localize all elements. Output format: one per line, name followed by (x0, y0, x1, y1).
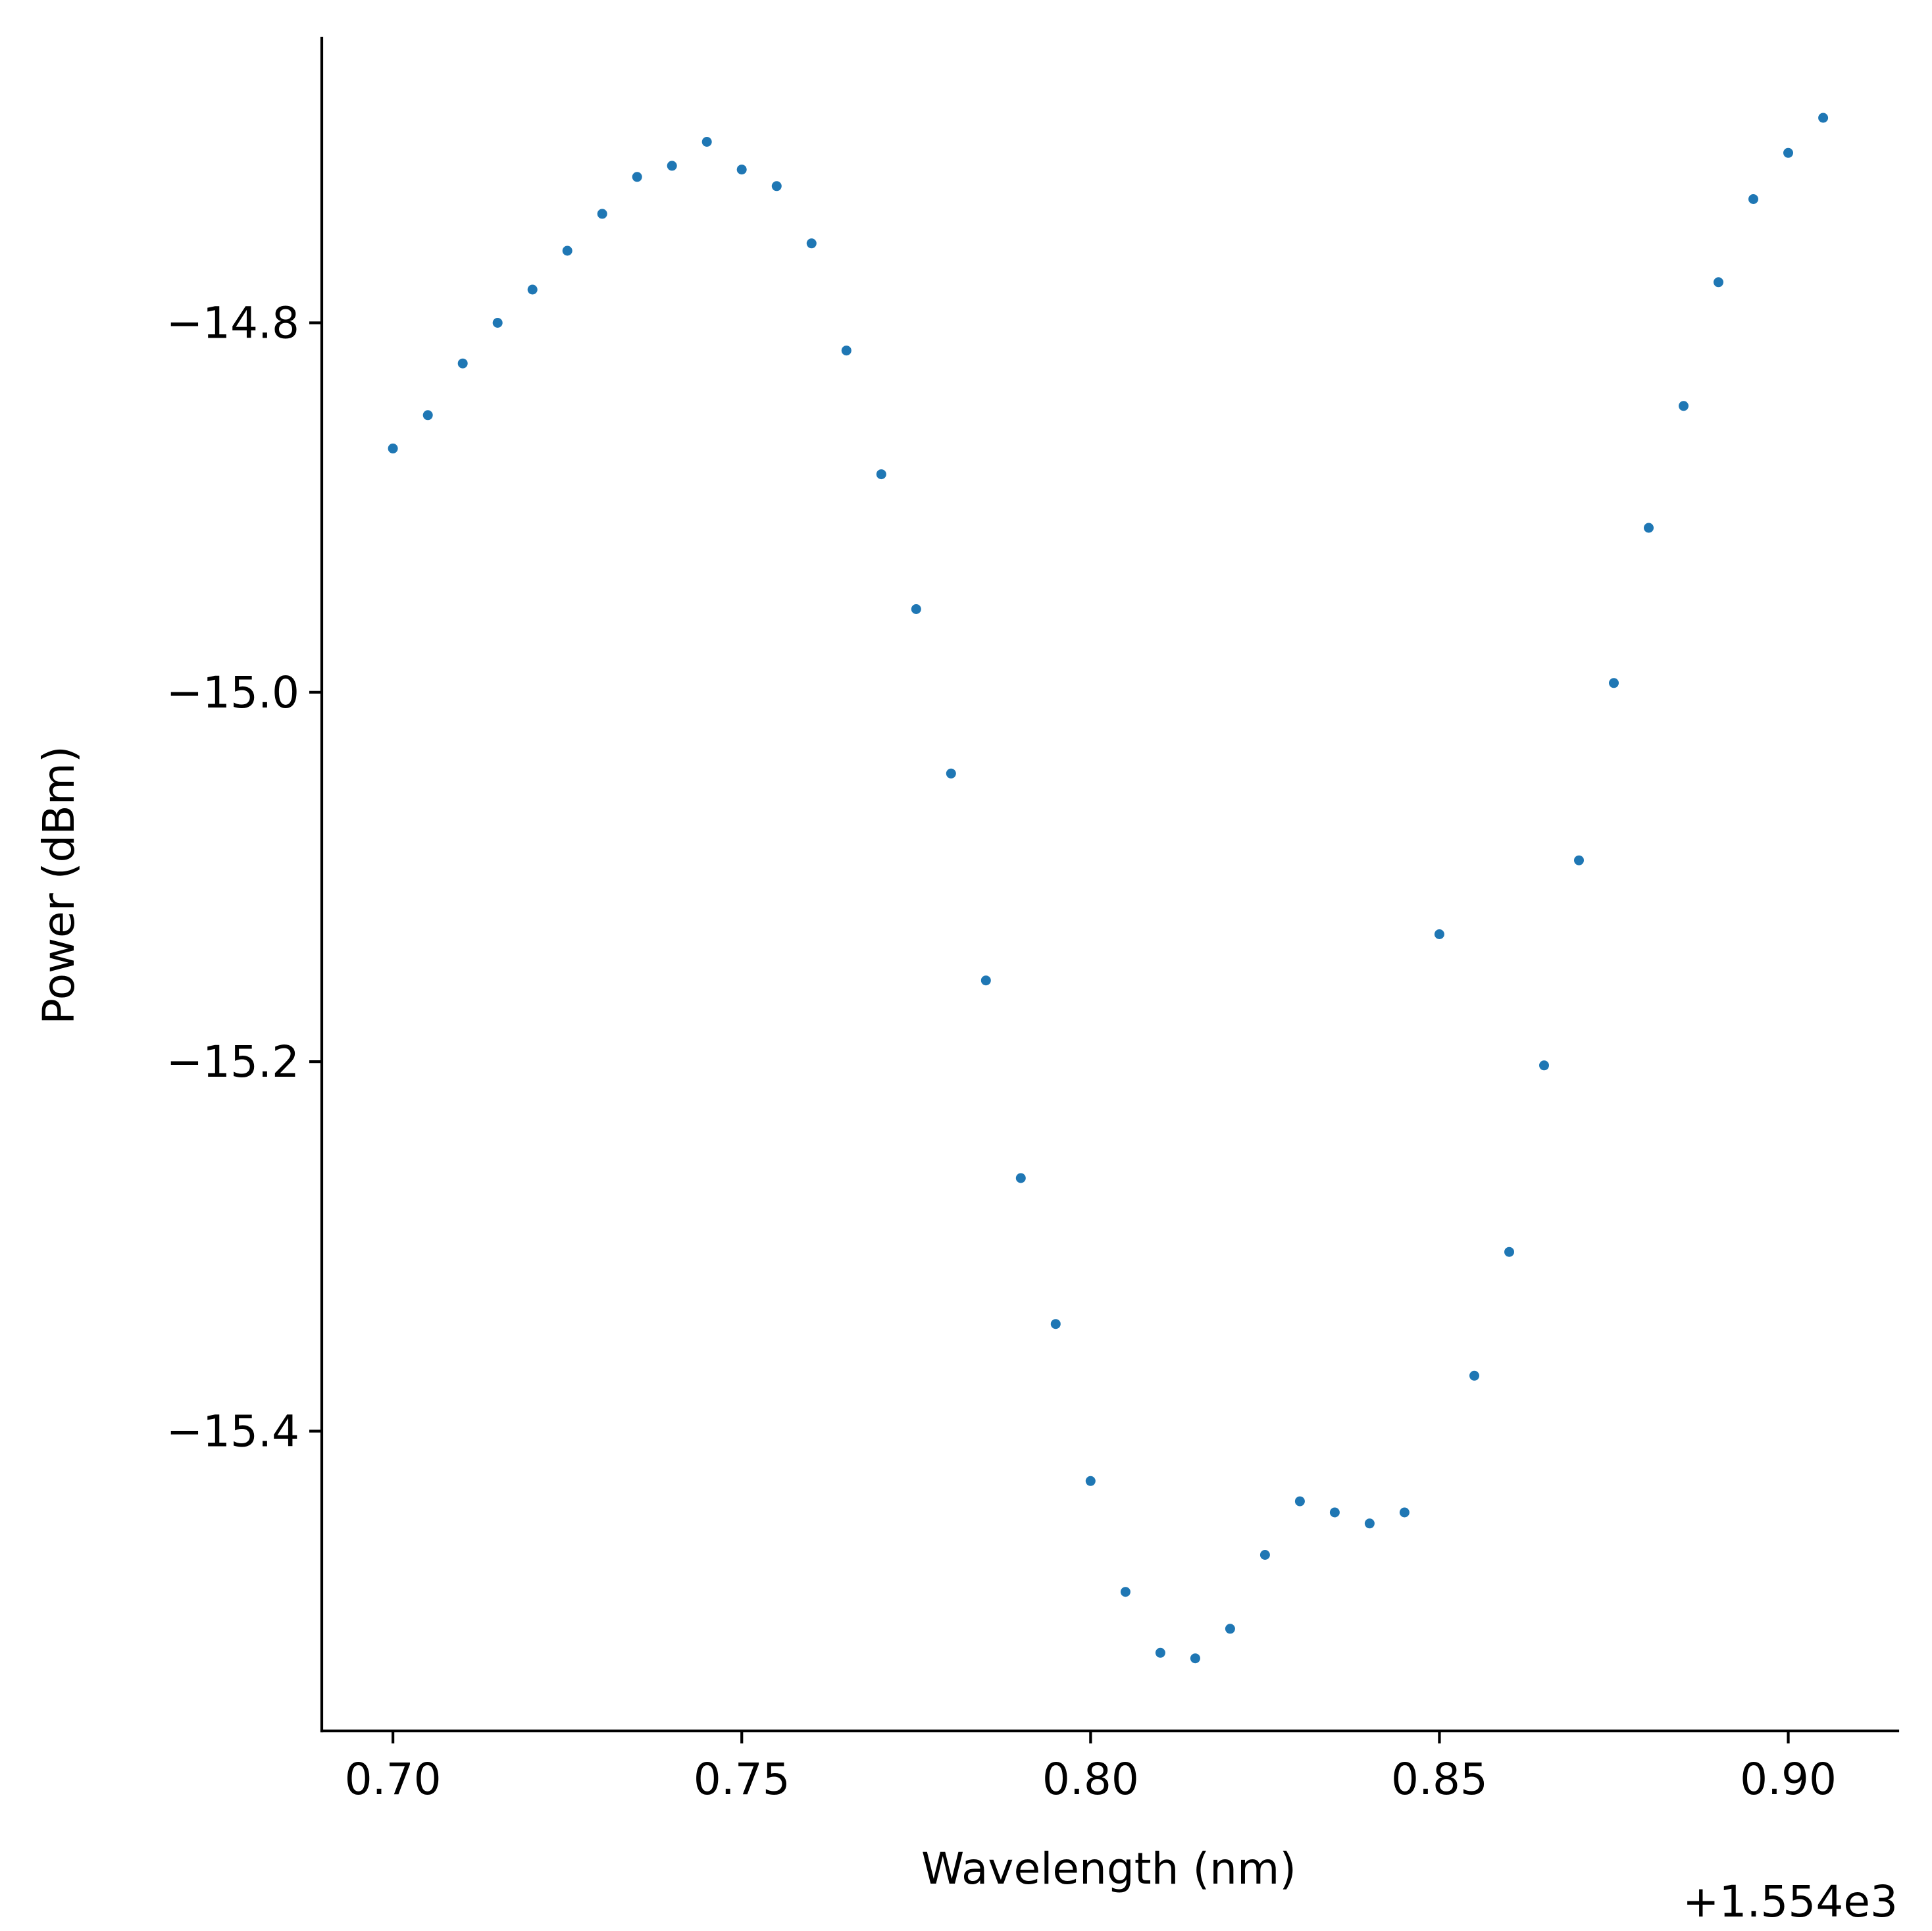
data-point (876, 469, 886, 480)
data-point (1259, 1550, 1270, 1560)
data-point (492, 318, 503, 328)
data-point (597, 209, 607, 219)
y-axis-label: Power (dBm) (34, 746, 84, 1025)
data-point (1539, 1060, 1549, 1071)
data-points (388, 113, 1829, 1664)
x-axis-offset-label: +1.554e3 (1683, 1876, 1898, 1927)
data-point (1155, 1647, 1165, 1658)
data-point (1679, 401, 1689, 411)
data-point (1434, 929, 1444, 939)
data-point (1714, 277, 1723, 288)
data-point (457, 358, 468, 369)
data-point (422, 410, 433, 421)
y-tick-label: −15.4 (166, 1406, 299, 1456)
data-point (806, 238, 817, 249)
data-point (1294, 1496, 1305, 1506)
x-axis-label: Wavelength (nm) (921, 1843, 1296, 1894)
data-point (527, 284, 538, 295)
data-point (771, 181, 782, 192)
x-tick-label: 0.70 (345, 1754, 442, 1805)
x-tick-label: 0.75 (694, 1754, 790, 1805)
data-point (1504, 1247, 1514, 1257)
data-point (911, 604, 921, 614)
data-point (632, 172, 642, 182)
data-point (1748, 194, 1758, 204)
data-point (1120, 1587, 1131, 1597)
x-tick-label: 0.85 (1391, 1754, 1488, 1805)
data-point (1399, 1507, 1410, 1518)
data-point (1574, 855, 1584, 865)
data-point (1050, 1319, 1061, 1329)
data-point (841, 346, 852, 356)
data-point (1364, 1518, 1375, 1529)
data-point (946, 768, 956, 779)
data-point (1329, 1507, 1340, 1518)
data-point (1469, 1370, 1479, 1381)
data-point (1609, 678, 1619, 688)
data-point (1644, 523, 1654, 533)
x-axis-ticks: 0.70 0.75 0.80 0.85 0.90 (345, 1731, 1837, 1805)
x-tick-label: 0.80 (1042, 1754, 1139, 1805)
data-point (1225, 1624, 1235, 1634)
data-point (667, 161, 677, 171)
data-point (980, 975, 991, 986)
axes (320, 36, 1900, 1733)
y-tick-label: −15.0 (166, 667, 299, 718)
y-axis-ticks: −15.4 −15.2 −15.0 −14.8 (166, 298, 322, 1456)
x-tick-label: 0.90 (1740, 1754, 1837, 1805)
data-point (1818, 113, 1829, 123)
data-point (1190, 1653, 1200, 1664)
data-point (1015, 1173, 1026, 1183)
data-point (388, 443, 398, 453)
data-point (1783, 147, 1793, 158)
data-point (701, 137, 712, 147)
y-tick-label: −15.2 (166, 1037, 299, 1087)
data-point (736, 165, 747, 175)
data-point (1085, 1476, 1096, 1486)
data-point (562, 245, 572, 256)
y-tick-label: −14.8 (166, 298, 299, 349)
